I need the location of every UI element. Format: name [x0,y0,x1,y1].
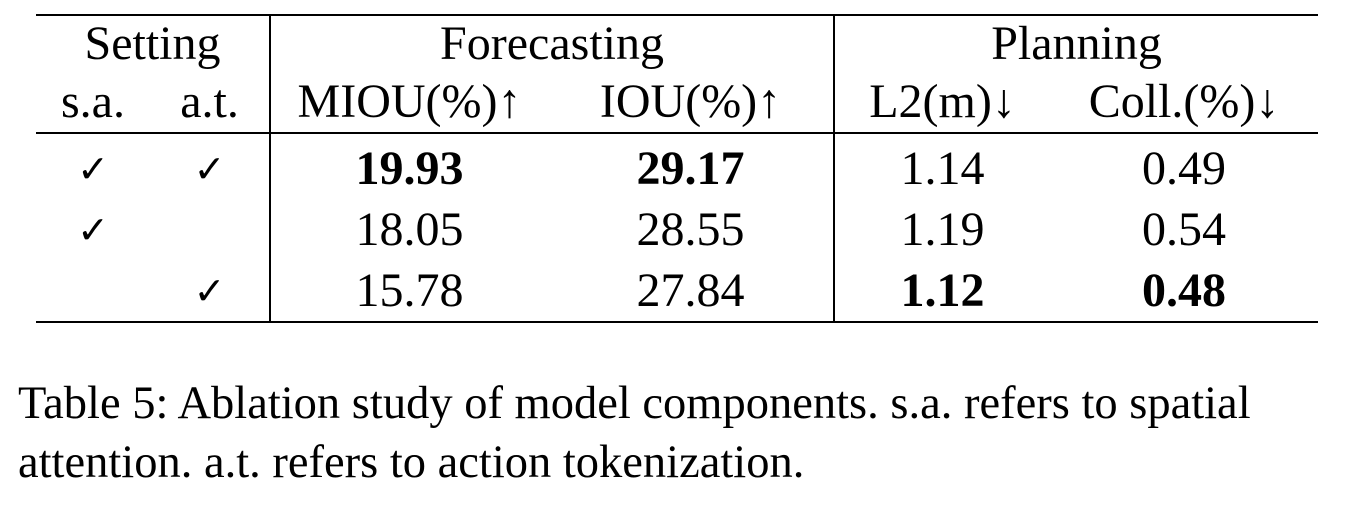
cell-sa [36,260,150,323]
cell-l2: 1.12 [834,260,1051,323]
table-row: ✓ ✓ 19.93 29.17 1.14 0.49 [36,133,1318,199]
column-header-coll: Coll.(%)↓ [1050,72,1319,134]
cell-coll: 0.48 [1050,260,1319,323]
cell-sa: ✓ [77,207,109,252]
cell-l2: 1.14 [900,141,985,195]
ablation-table: Setting Forecasting Planning s.a. a.t. M… [36,14,1319,323]
table-caption: Table 5: Ablation study of model compone… [18,378,1251,488]
group-header-forecasting: Forecasting [270,15,836,72]
cell-coll: 0.49 [1142,141,1227,195]
column-header-miou: MIOU(%)↑ [270,72,549,134]
column-header-at: a.t. [150,72,272,134]
column-header-iou: IOU(%)↑ [548,72,836,134]
cell-at: ✓ [150,260,272,323]
cell-at: ✓ [150,133,272,199]
group-header-planning: Planning [991,17,1162,70]
cell-iou: 28.55 [548,199,836,260]
cell-iou: 27.84 [548,260,836,323]
cell-miou: 15.78 [270,260,549,323]
cell-coll: 0.54 [1142,202,1227,256]
column-header-sa: s.a. [36,72,150,134]
cell-sa: ✓ [77,146,109,191]
column-header-row: s.a. a.t. MIOU(%)↑ IOU(%)↑ L2(m)↓ Coll.(… [36,72,1319,134]
column-header-l2: L2(m)↓ [834,72,1051,134]
cell-miou: 19.93 [355,141,464,195]
cell-miou: 18.05 [355,202,464,256]
table-row: ✓ 18.05 28.55 1.19 0.54 [36,199,1318,260]
cell-at [150,199,272,260]
table-row: ✓ 15.78 27.84 1.12 0.48 [36,260,1319,323]
group-header-row: Setting Forecasting Planning [36,15,1319,72]
cell-l2: 1.19 [900,202,985,256]
ablation-table-container: Setting Forecasting Planning s.a. a.t. M… [36,14,1319,323]
group-header-setting: Setting [36,15,272,72]
cell-iou: 29.17 [548,133,836,199]
